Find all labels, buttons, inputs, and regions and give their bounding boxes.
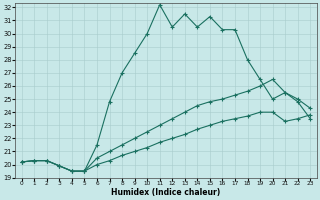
X-axis label: Humidex (Indice chaleur): Humidex (Indice chaleur) xyxy=(111,188,220,197)
